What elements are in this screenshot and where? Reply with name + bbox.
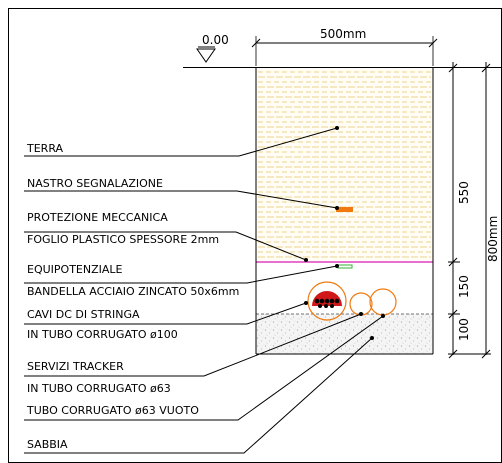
leader-lines	[24, 127, 384, 454]
width-dimension-label: 500mm	[320, 27, 366, 41]
label-servizi-tracker: SERVIZI TRACKER	[27, 360, 124, 373]
dim-800: 800mm	[486, 216, 500, 262]
label-sabbia: SABBIA	[27, 438, 68, 451]
label-protezione-meccanica: PROTEZIONE MECCANICA	[27, 211, 168, 224]
label-equipotenziale: EQUIPOTENZIALE	[27, 263, 123, 276]
pipe-dc-cables	[307, 281, 347, 321]
dim-550: 550	[457, 181, 471, 204]
label-foglio-plastico: FOGLIO PLASTICO SPESSORE 2mm	[27, 233, 219, 246]
level-marker: 0.00	[196, 33, 229, 63]
label-nastro-segnalazione: NASTRO SEGNALAZIONE	[27, 177, 163, 190]
label-tubo-63-vuoto: TUBO CORRUGATO ø63 VUOTO	[26, 404, 199, 417]
pipe-empty	[369, 288, 397, 316]
dim-100: 100	[457, 318, 471, 341]
marker-tape	[336, 207, 353, 212]
label-tubo-63: IN TUBO CORRUGATO ø63	[27, 382, 171, 395]
dim-150: 150	[457, 275, 471, 298]
leader-dots	[304, 126, 385, 340]
level-value: 0.00	[202, 33, 229, 47]
width-dimension: 500mm	[251, 27, 438, 66]
label-bandella: BANDELLA ACCIAIO ZINCATO 50x6mm	[27, 285, 239, 298]
depth-dimensions	[448, 62, 491, 359]
label-terra: TERRA	[26, 142, 64, 155]
earth-hatch	[258, 71, 431, 258]
ground-strip	[337, 264, 353, 269]
label-tubo-100: IN TUBO CORRUGATO ø100	[27, 328, 178, 341]
earth-layer	[256, 68, 433, 262]
label-cavi-dc: CAVI DC DI STRINGA	[27, 308, 140, 321]
pipe-tracker-services	[349, 292, 373, 316]
level-triangle-icon	[196, 48, 216, 63]
